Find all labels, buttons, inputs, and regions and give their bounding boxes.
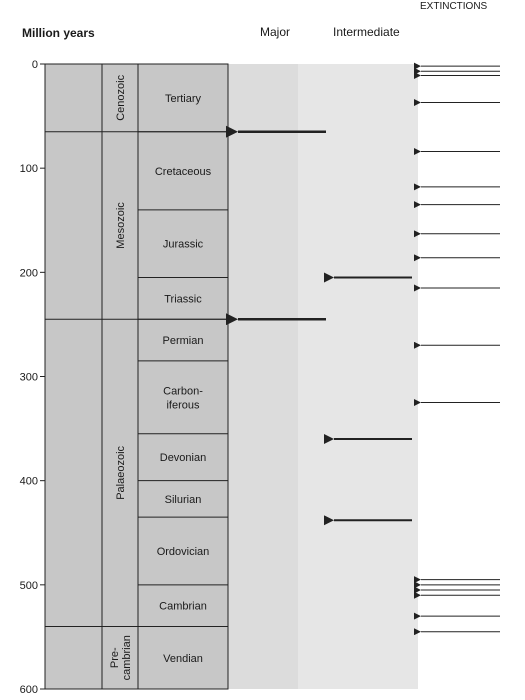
intermediate-header: Intermediate	[333, 25, 400, 39]
period-label: Carbon-iferous	[163, 385, 203, 411]
geologic-column	[44, 63, 229, 690]
era-label: Pre-cambrian	[109, 635, 133, 680]
period-label: Permian	[163, 335, 204, 347]
era-label: Cenozoic	[115, 74, 127, 120]
axis-tick-label: 200	[20, 267, 38, 279]
era-label: Mesozoic	[115, 202, 127, 249]
axis-tick-label: 300	[20, 372, 38, 384]
axis-title: Million years	[22, 26, 95, 40]
era-label: Palaeozoic	[115, 445, 127, 499]
axis-tick-label: 500	[20, 580, 38, 592]
axis-tick-label: 100	[20, 163, 38, 175]
period-label: Vendian	[163, 653, 203, 665]
axis-tick-label: 0	[32, 59, 38, 71]
period-label: Tertiary	[165, 93, 202, 105]
background-shade-inner	[228, 64, 298, 689]
period-label: Silurian	[165, 494, 202, 506]
period-label: Cambrian	[159, 601, 207, 613]
period-label: Devonian	[160, 452, 206, 464]
period-label: Jurassic	[163, 239, 204, 251]
period-label: Triassic	[164, 293, 202, 305]
extinctions-header: EXTINCTIONS	[420, 1, 488, 12]
period-label: Ordovician	[157, 546, 210, 558]
axis-tick-label: 400	[20, 476, 38, 488]
axis-tick-label: 600	[20, 684, 38, 696]
major-header: Major	[260, 25, 291, 39]
period-label: Cretaceous	[155, 166, 212, 178]
